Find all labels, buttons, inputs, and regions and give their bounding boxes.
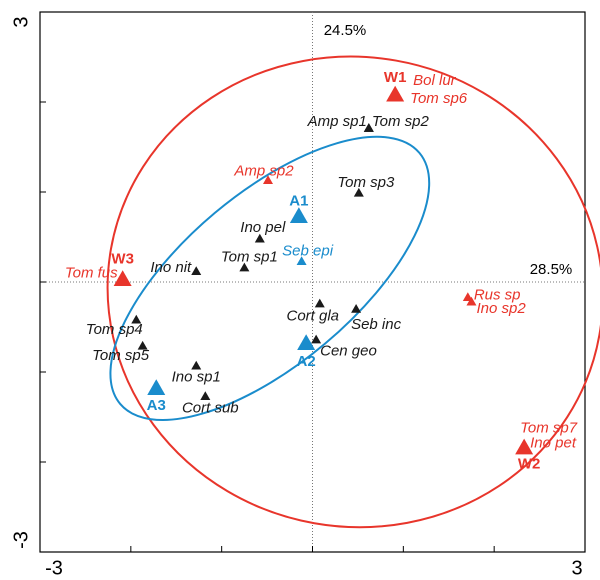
site-label: A1 [289, 192, 308, 209]
species-label: Tom sp1 [221, 249, 278, 266]
y-tick-label: -3 [10, 531, 32, 549]
confidence-ellipse [106, 55, 600, 529]
species-label: Amp sp1 [307, 113, 367, 130]
species-label: Seb inc [351, 316, 402, 333]
species-label: Rus sp [474, 286, 521, 303]
species-label: Tom sp6 [410, 90, 468, 107]
x-tick-label: 3 [571, 557, 582, 579]
site-label: W2 [518, 456, 541, 473]
species-label: Tom sp4 [86, 321, 143, 338]
species-label: Tom fus [65, 264, 118, 281]
species-marker [131, 314, 142, 324]
species-marker [137, 340, 148, 350]
site-label: W1 [384, 69, 407, 86]
species-label: Ino pel [240, 219, 286, 236]
species-label: Seb epi [282, 242, 334, 259]
species-marker [239, 262, 250, 272]
species-label: Ino pet [530, 435, 577, 452]
species-label: Cort gla [287, 308, 340, 325]
species-marker [262, 175, 273, 185]
species-marker [351, 304, 362, 313]
site-marker [147, 379, 166, 395]
species-label: Tom sp5 [92, 347, 150, 364]
site-label: A3 [147, 397, 166, 414]
species-label: Cen geo [320, 343, 377, 360]
species-marker [363, 123, 374, 132]
species-label: Ino sp2 [476, 300, 526, 317]
axis-variance-label: 28.5% [530, 261, 573, 278]
species-label: Bol lur [413, 72, 457, 89]
site-marker [289, 207, 308, 224]
species-label: Cort sub [182, 399, 239, 416]
species-label: Tom sp2 [372, 113, 430, 130]
species-label: Ino sp1 [172, 369, 221, 386]
site-marker [386, 85, 405, 102]
species-marker [296, 256, 307, 266]
species-label: Ino nit [150, 259, 192, 276]
species-label: Amp sp2 [233, 162, 294, 179]
species-label: Tom sp7 [520, 420, 578, 437]
species-marker [466, 296, 477, 306]
species-marker [191, 360, 202, 370]
species-marker [311, 334, 322, 344]
species-marker [314, 298, 325, 308]
confidence-ellipse [109, 135, 431, 421]
site-label: A2 [297, 353, 316, 370]
axis-variance-label: 24.5% [324, 22, 367, 39]
y-tick-label: 3 [10, 16, 32, 27]
site-label: W3 [111, 250, 134, 267]
site-marker [515, 438, 534, 455]
x-tick-label: -3 [45, 557, 63, 579]
species-marker [254, 233, 265, 243]
site-marker [113, 270, 132, 287]
species-label: Tom sp3 [337, 174, 395, 191]
site-marker [297, 334, 316, 350]
species-marker [191, 266, 202, 275]
species-marker [200, 391, 211, 401]
species-marker [353, 187, 364, 197]
